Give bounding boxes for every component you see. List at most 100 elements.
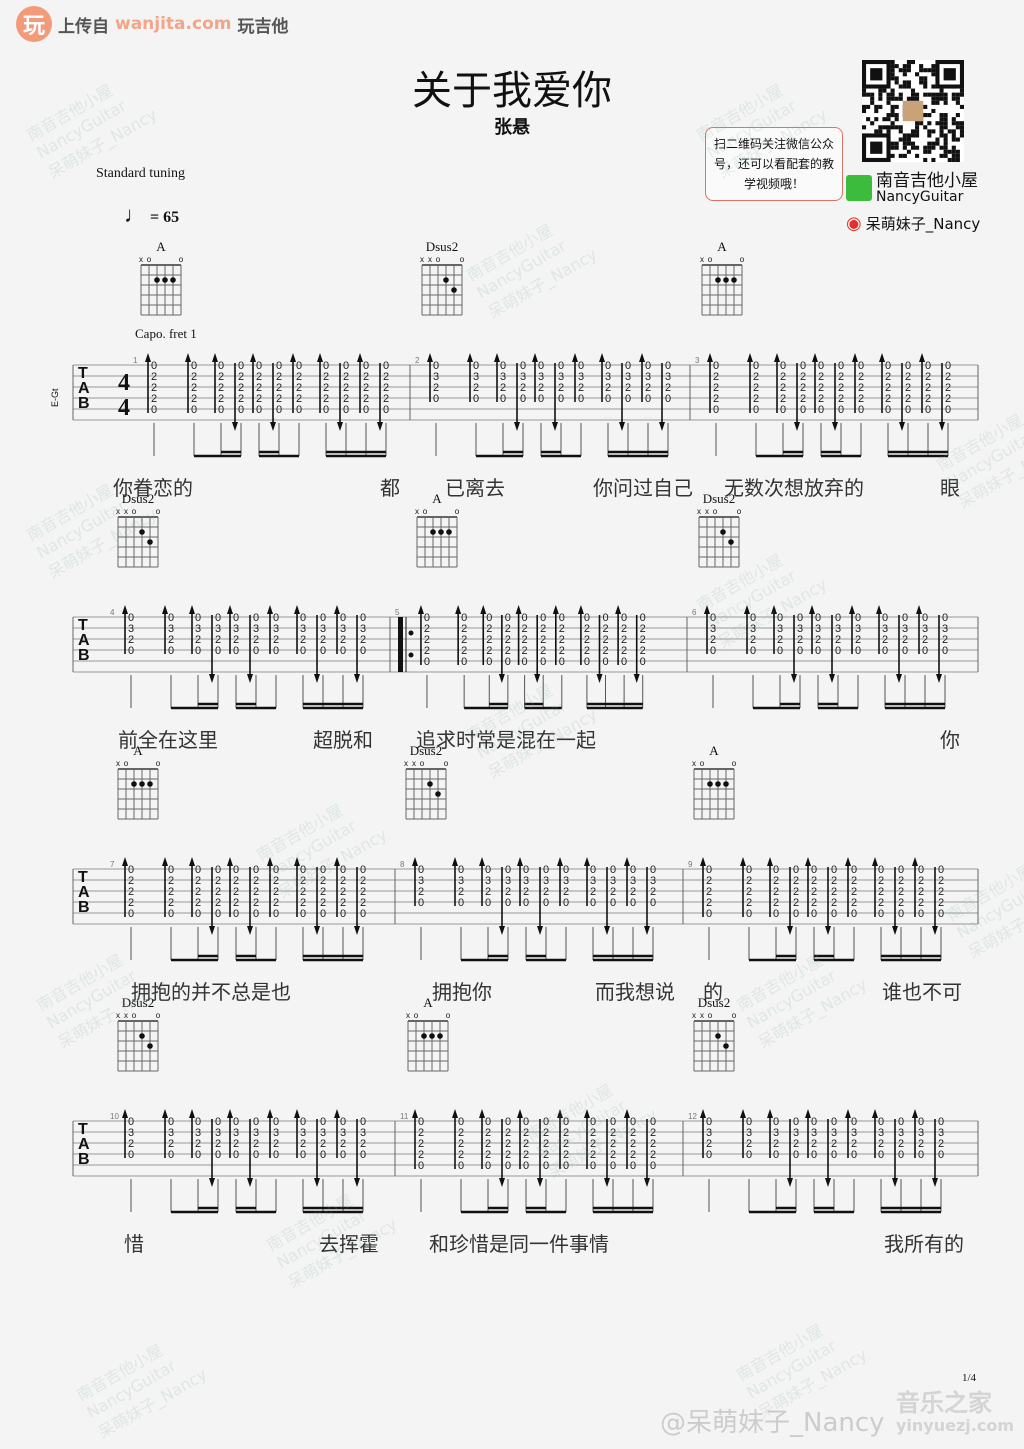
strum-up-arrow-icon [417,605,424,614]
tab-fret-number: 2 [855,634,861,646]
tab-fret-number: 2 [559,645,565,657]
tab-fret-number: 0 [773,864,779,876]
tab-fret-number: 0 [630,1160,636,1172]
strum-up-arrow-icon [572,353,578,362]
tempo-value: = 65 [150,209,180,226]
tab-fret-number: 0 [605,393,611,405]
tab-fret-number: 0 [340,645,346,657]
tab-fret-number: 2 [898,897,904,909]
tab-fret-number: 0 [343,360,349,372]
measure-number: 11 [400,1112,409,1121]
tab-fret-number: 2 [780,371,786,383]
strum-down-arrow-icon [499,1178,505,1187]
tab-fret-number: 2 [543,1149,549,1161]
strum-down-arrow-icon [892,926,898,935]
lyric-text: 已离去 [445,476,505,500]
tab-fret-number: 2 [273,1138,279,1150]
finger-dot [715,1033,721,1039]
tab-fret-number: 2 [918,1138,924,1150]
strum-up-arrow-icon [250,353,256,362]
qr-code[interactable] [862,60,964,162]
tab-fret-number: 0 [882,612,888,624]
lyric-text: 超脱和 [313,728,373,752]
tab-fret-number: 3 [610,875,616,887]
strum-down-arrow-icon [644,1178,650,1187]
tab-fret-number: 0 [253,645,259,657]
tab-fret-number: 2 [706,886,712,898]
strum-up-arrow-icon [162,1109,168,1118]
tab-fret-number: 0 [300,645,306,657]
tab-fret-number: 3 [340,1127,346,1139]
tab-fret-number: 2 [128,875,134,887]
site-logo[interactable]: 玩 上传自 wanjita.com 玩吉他 [16,6,288,42]
tab-fret-number: 2 [905,393,911,405]
song-title: 关于我爱你 [412,68,612,114]
tab-fret-number: 2 [938,897,944,909]
tab-fret-number: 2 [780,382,786,394]
tab-fret-number: 0 [645,360,651,372]
tab-fret-number: 0 [710,612,716,624]
tab-fret-number: 2 [424,623,430,635]
tab-fret-number: 0 [815,645,821,657]
tab-fret-number: 2 [300,875,306,887]
tab-fret-number: 0 [918,1116,924,1128]
strum-down-arrow-icon [247,926,253,935]
tab-fret-number: 0 [168,864,174,876]
strum-up-arrow-icon [577,605,584,614]
tab-fret-number: 3 [625,371,631,383]
strum-down-arrow-icon [936,674,942,683]
tab-fret-number: 0 [885,404,891,416]
strum-up-arrow-icon [852,353,858,362]
tab-fret-number: 0 [584,612,590,624]
measure-number: 9 [688,860,693,869]
tab-fret-number: 0 [831,864,837,876]
strum-down-arrow-icon [791,674,797,683]
tab-fret-number: 0 [128,645,134,657]
tab-fret-number: 3 [942,623,948,635]
tab-fret-number: 0 [945,404,951,416]
tab-fret-number: 0 [253,864,259,876]
tab-fret-number: 0 [558,393,564,405]
tab-fret-number: 2 [558,382,564,394]
footer-watermark-name: 音乐之家 [896,1389,992,1417]
strum-down-arrow-icon [659,422,665,431]
tab-fret-number: 0 [855,612,861,624]
tab-fret-number: 2 [925,382,931,394]
lyric-text: 谁也不可 [882,980,962,1004]
tab-fret-number: 2 [878,1138,884,1150]
tab-fret-number: 2 [191,382,197,394]
tab-fret-number: 0 [855,645,861,657]
tab-fret-number: 2 [938,1138,944,1150]
tab-clef-letter: B [78,395,90,412]
strum-down-arrow-icon [633,674,640,683]
tab-fret-number: 2 [811,875,817,887]
tab-fret-number: 2 [191,393,197,405]
tab-fret-number: 2 [253,875,259,887]
tab-fret-number: 0 [746,908,752,920]
strum-down-arrow-icon [247,1178,253,1187]
site-url[interactable]: wanjita.com [115,14,232,34]
tab-fret-number: 2 [543,886,549,898]
finger-dot [162,277,168,283]
tab-fret-number: 0 [485,1116,491,1128]
tab-fret-number: 2 [746,886,752,898]
tab-fret-number: 2 [473,382,479,394]
tab-fret-number: 0 [835,645,841,657]
tab-fret-number: 3 [168,623,174,635]
tab-clef-letter: B [78,647,90,664]
tab-fret-number: 2 [218,382,224,394]
tab-fret-number: 0 [505,612,511,624]
strum-down-arrow-icon [247,674,253,683]
strum-up-arrow-icon [809,605,815,614]
tab-fret-number: 0 [233,908,239,920]
tab-fret-number: 0 [650,897,656,909]
tab-fret-number: 2 [168,1138,174,1150]
tab-fret-number: 3 [360,1127,366,1139]
finger-dot [147,781,153,787]
tab-fret-number: 2 [458,1138,464,1150]
tab-fret-number: 0 [559,612,565,624]
tab-fret-number: 2 [320,634,326,646]
tab-fret-number: 0 [885,360,891,372]
tab-fret-number: 0 [300,908,306,920]
tab-fret-number: 2 [640,634,646,646]
